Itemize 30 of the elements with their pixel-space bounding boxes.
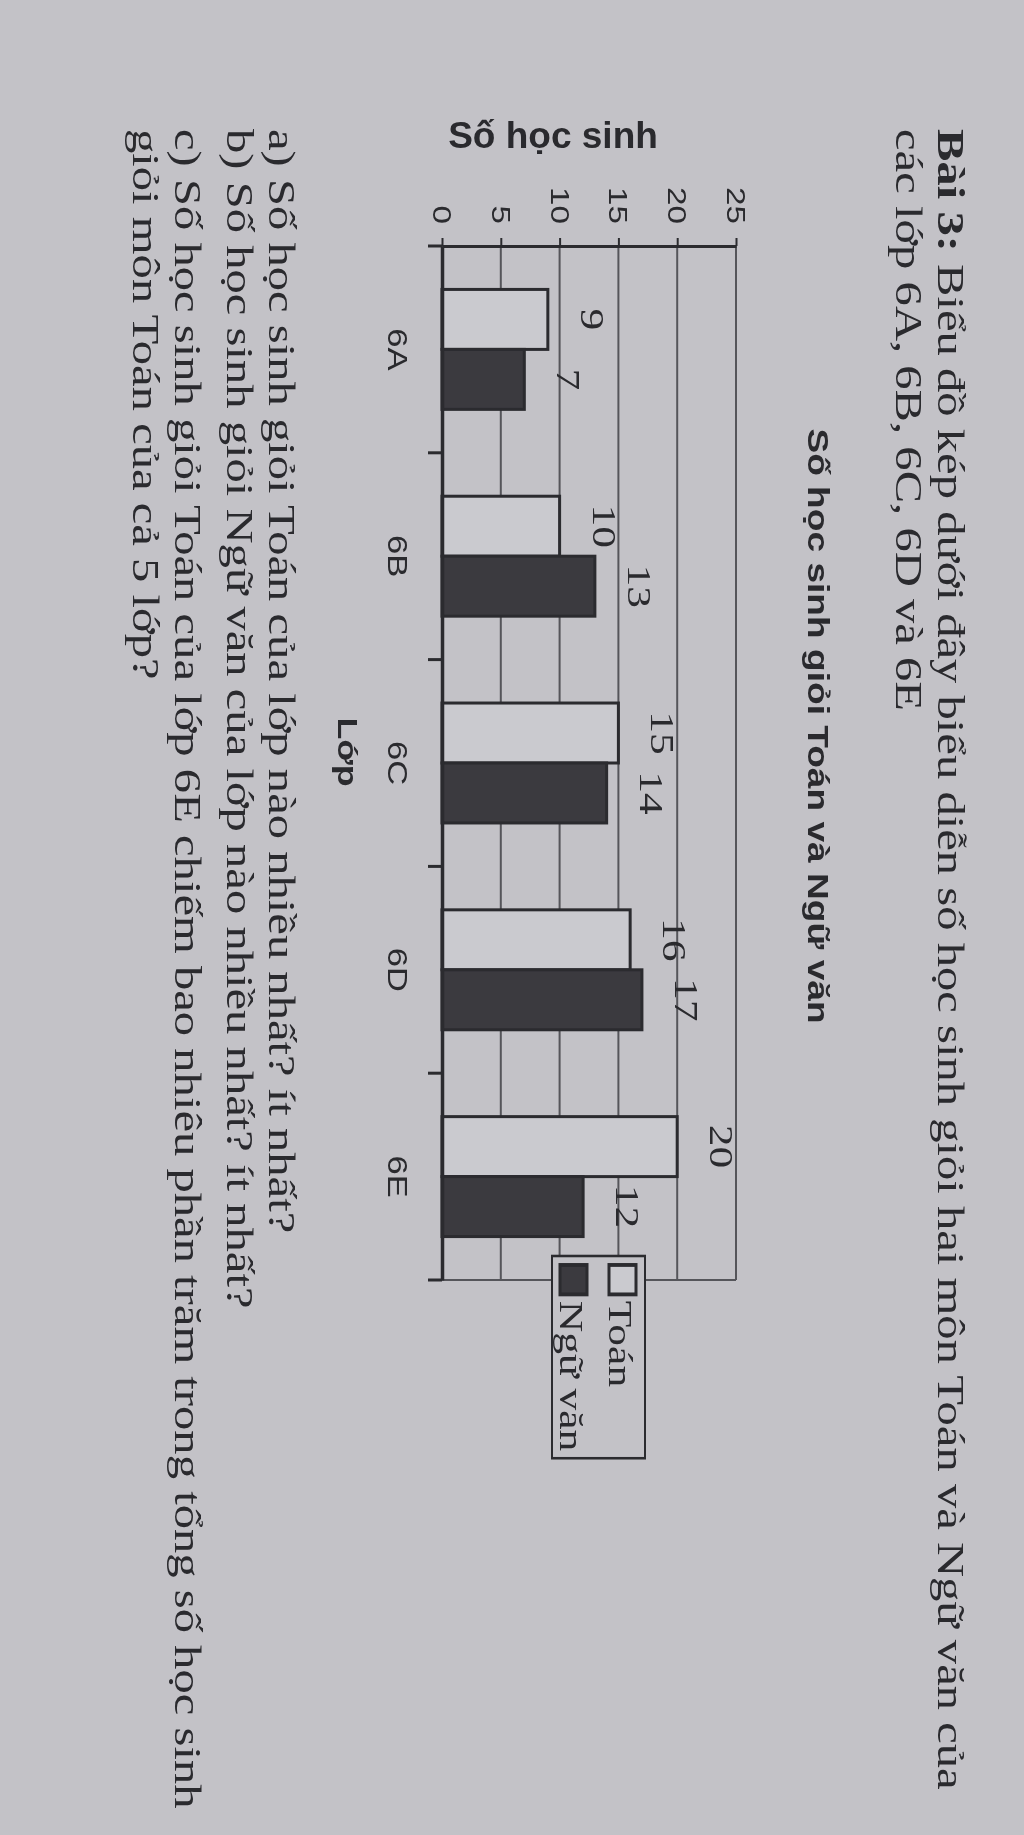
x-axis-title: Số học sinh (448, 115, 658, 156)
text: a) Số học sinh giỏi Toán của lớp nào nhiều nhất? ít nhất? (260, 129, 303, 1234)
x-tick-label: 5 (486, 205, 516, 224)
y-tick-label: 6D (381, 947, 413, 992)
data-label: 15 (644, 711, 682, 755)
y-tick-label: 6A (381, 328, 413, 371)
y-tick-label: 6B (381, 535, 413, 578)
legend-label: Toán (602, 1300, 640, 1388)
data-label: 9 (573, 308, 612, 331)
data-label: 16 (656, 918, 694, 962)
text: b) Số học sinh giỏi Ngữ văn của lớp nào nhiều nhất? ít nhất? (218, 129, 261, 1309)
y-tick-label: 6C (381, 740, 413, 786)
text: c) Số học sinh giỏi Toán của lớp 6E chiếm bao nhiêu phần trăm trong tổng số học sinh giỏi môn Toán của cả 5 lớp? (125, 129, 209, 1809)
x-tick-label: 10 (545, 186, 575, 224)
data-label: 17 (667, 978, 706, 1022)
text: Số học sinh giỏi Toán và Ngữ văn (801, 428, 835, 1024)
data-label: 10 (585, 504, 624, 548)
data-label: 13 (620, 564, 659, 608)
y-axis-title: Lớp (331, 717, 364, 787)
text: Bài 3: Biểu đồ kép dưới đây biểu diễn số học sinh giỏi hai môn Toán và Ngữ văn của các lớp 6A, 6B, 6C, 6D và 6E (888, 129, 972, 1790)
data-label: 20 (703, 1124, 741, 1169)
data-label: 14 (632, 771, 671, 815)
x-tick-label: 20 (662, 186, 692, 224)
x-tick-label: 15 (604, 186, 633, 224)
data-label: 7 (550, 368, 588, 391)
y-tick-label: 6E (381, 1155, 413, 1198)
x-tick-label: 25 (721, 186, 751, 224)
data-label: 12 (609, 1184, 647, 1229)
legend-label: Ngữ văn (552, 1300, 591, 1452)
x-tick-label: 0 (427, 205, 457, 224)
